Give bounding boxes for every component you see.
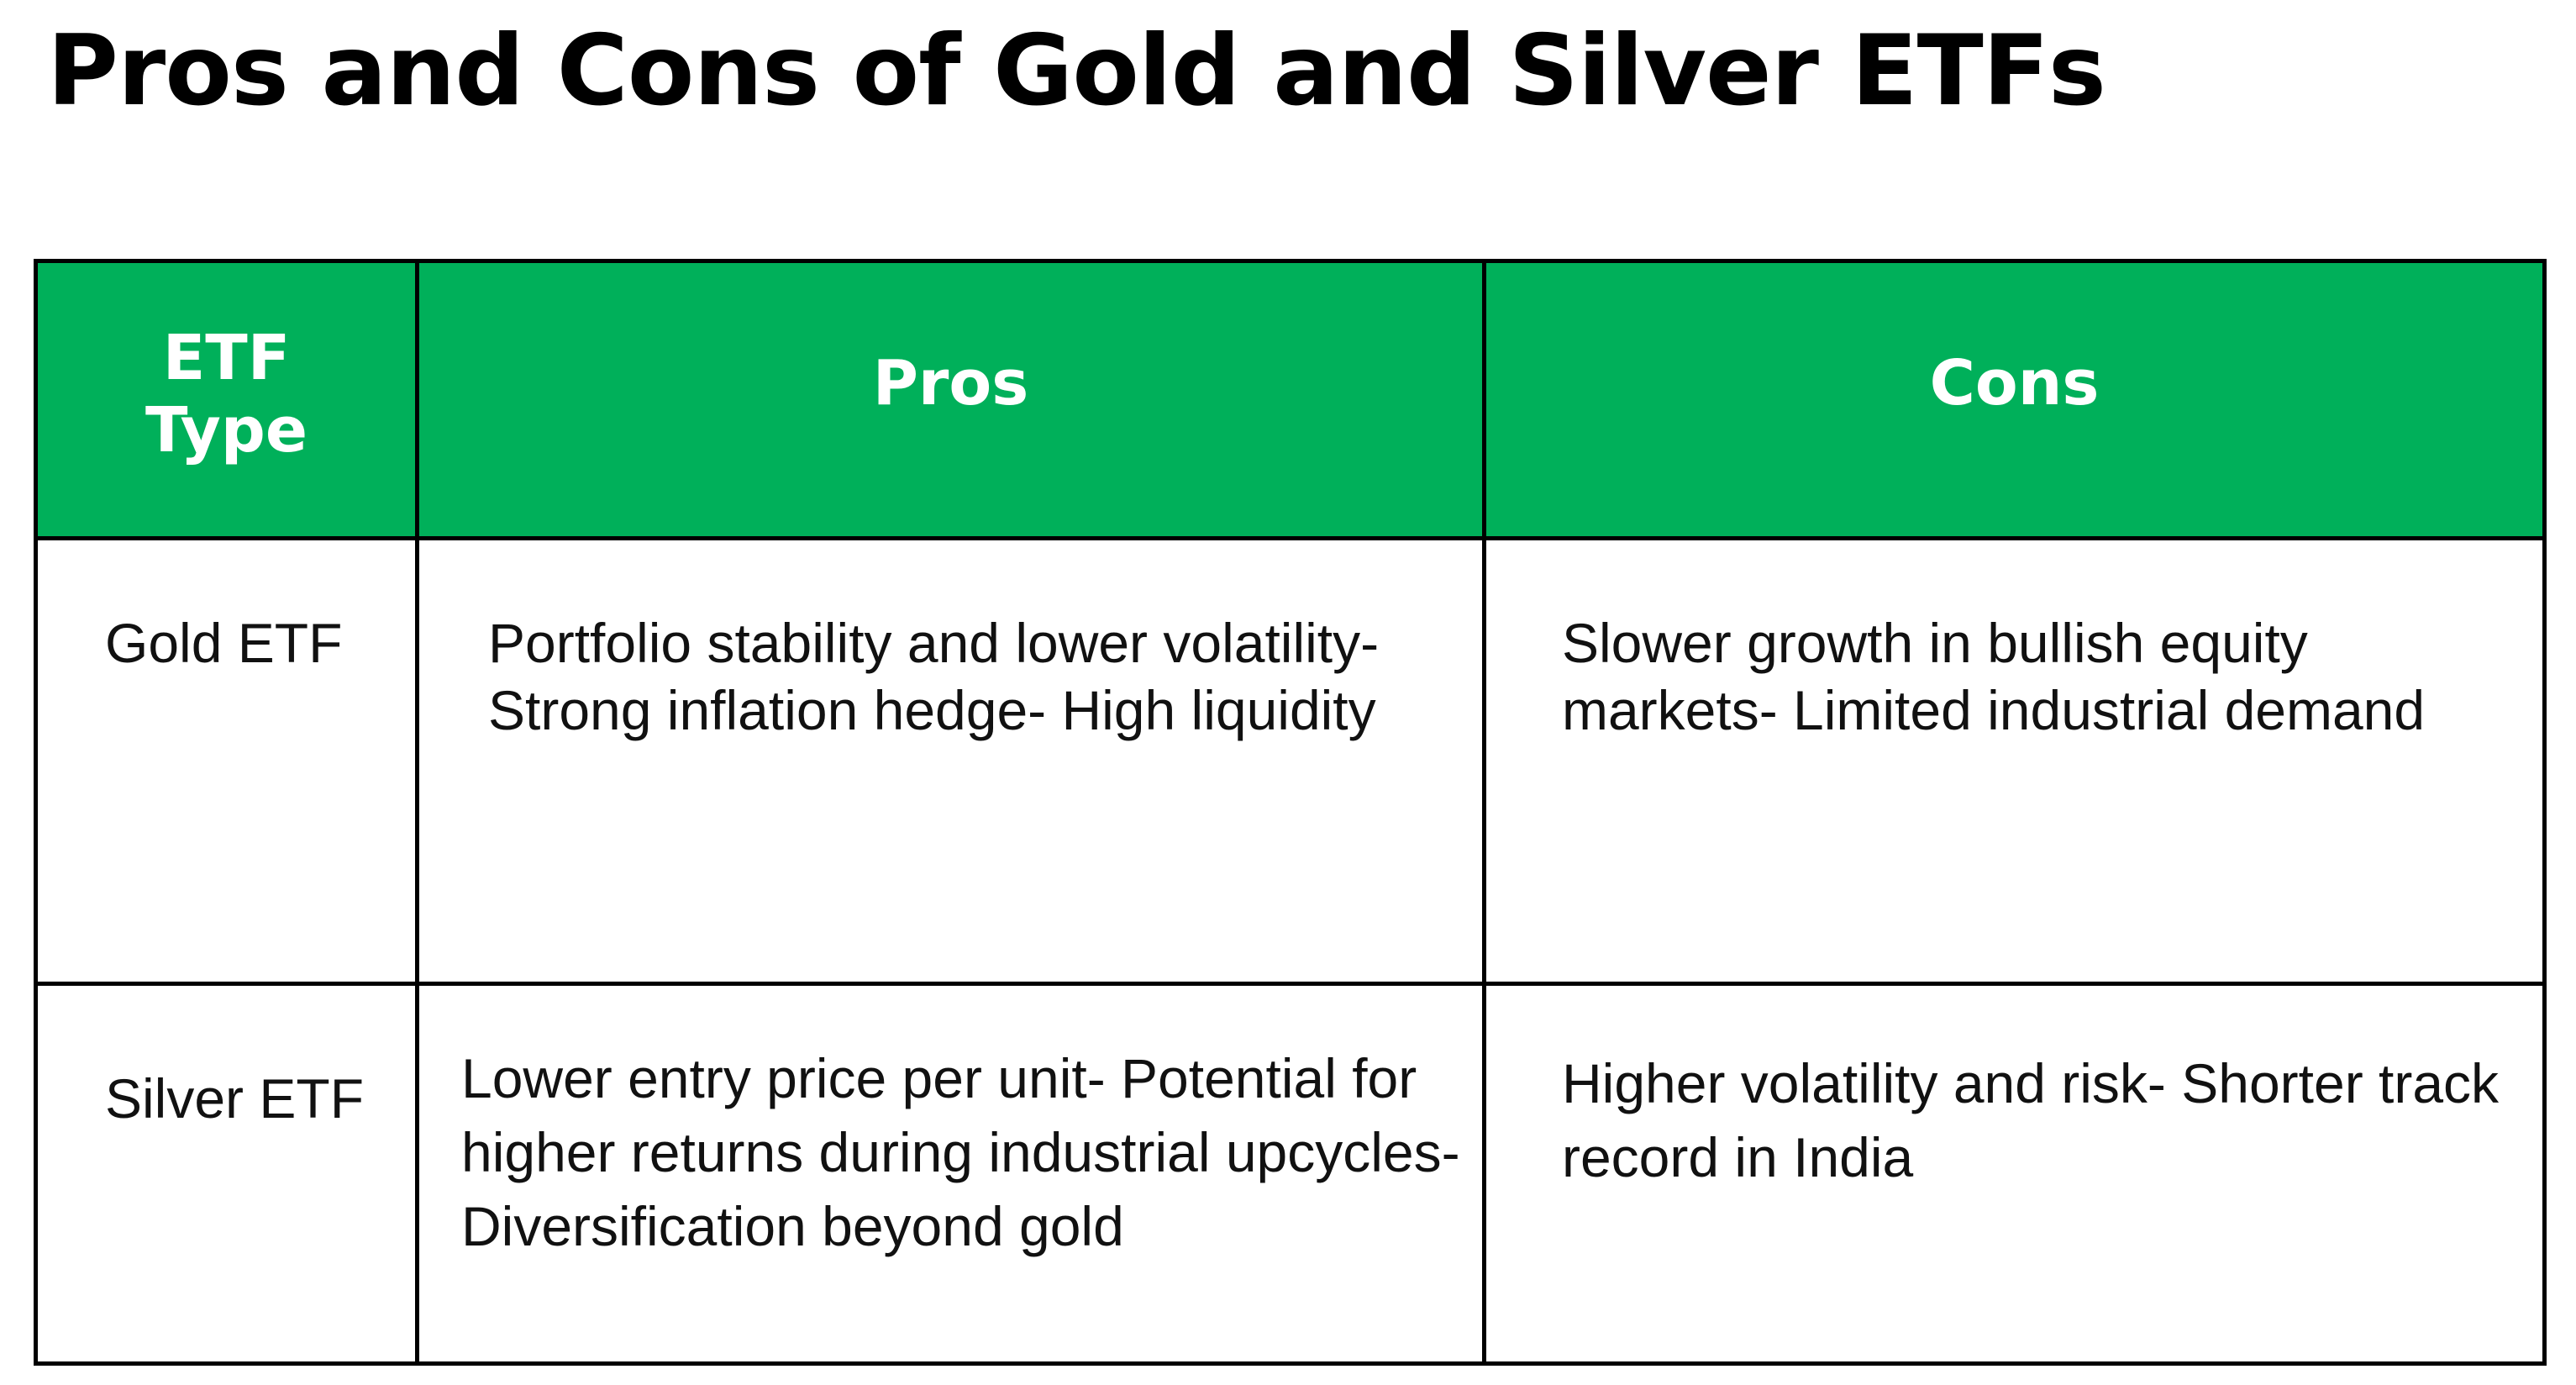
column-header-label: ETF Type: [145, 321, 308, 466]
column-header-etf-type: ETF Type: [34, 259, 419, 540]
column-header-cons: Cons: [1482, 259, 2547, 540]
table-row: Silver ETF Lower entry price per unit- P…: [34, 982, 2547, 1366]
pros-cell: Lower entry price per unit- Potential fo…: [415, 982, 1486, 1366]
table-header-row: ETF Type Pros Cons: [34, 259, 2547, 540]
etf-type-cell: Gold ETF: [34, 536, 419, 986]
cons-cell: Higher volatility and risk- Shorter trac…: [1482, 982, 2547, 1366]
cons-cell: Slower growth in bullish equity markets-…: [1482, 536, 2547, 986]
pros-cons-table: ETF Type Pros Cons Gold ETF Portfolio st…: [34, 259, 2547, 1366]
table-row: Gold ETF Portfolio stability and lower v…: [34, 536, 2547, 986]
etf-type-cell: Silver ETF: [34, 982, 419, 1366]
column-header-pros: Pros: [415, 259, 1486, 540]
page-title: Pros and Cons of Gold and Silver ETFs: [47, 14, 2106, 128]
pros-cell: Portfolio stability and lower volatility…: [415, 536, 1486, 986]
